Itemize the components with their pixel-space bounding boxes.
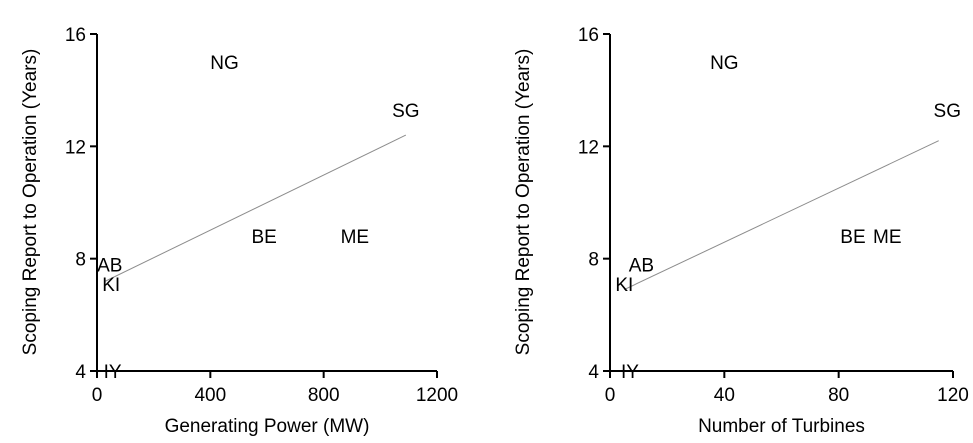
y-tick-label: 16 xyxy=(65,25,86,46)
x-tick-label: 800 xyxy=(308,385,340,406)
x-tick-label: 400 xyxy=(194,385,226,406)
x-tick-label: 40 xyxy=(714,385,735,406)
trend-line xyxy=(624,140,939,291)
y-tick-label: 4 xyxy=(75,362,86,383)
chart-panel-1: 4 8 12 16 0 400 800 1200 Generating Power (MW) Sc… xyxy=(20,25,458,437)
y-tick-label: 8 xyxy=(75,250,86,271)
point-label-sg: SG xyxy=(934,101,961,122)
point-label-ki: KI xyxy=(102,275,120,296)
chart-panel-2: 4 8 12 16 0 40 80 120 Number of Turbines Scoping … xyxy=(513,25,969,437)
x-tick-label: 0 xyxy=(92,385,103,406)
point-label-be: BE xyxy=(840,227,865,248)
point-label-ki: KI xyxy=(615,275,633,296)
point-label-ab: AB xyxy=(97,255,122,276)
y-tick-label: 12 xyxy=(578,137,599,158)
x-axis-title: Number of Turbines xyxy=(698,416,865,437)
point-label-me: ME xyxy=(873,227,902,248)
point-label-ng: NG xyxy=(710,53,739,74)
point-label-me: ME xyxy=(341,227,370,248)
point-label-be: BE xyxy=(251,227,276,248)
point-label-sg: SG xyxy=(392,101,419,122)
y-tick-label: 8 xyxy=(588,250,599,271)
x-tick-label: 1200 xyxy=(416,385,458,406)
trend-line xyxy=(105,134,407,282)
point-label-iy: IY xyxy=(621,362,639,383)
y-axis-title: Scoping Report to Operation (Years) xyxy=(513,49,534,356)
point-label-ng: NG xyxy=(210,53,239,74)
point-label-ab: AB xyxy=(629,255,654,276)
x-tick-label: 0 xyxy=(605,385,616,406)
y-tick-label: 16 xyxy=(578,25,599,46)
y-tick-label: 12 xyxy=(65,137,86,158)
point-label-iy: IY xyxy=(104,362,122,383)
x-tick-label: 80 xyxy=(828,385,849,406)
x-tick-label: 120 xyxy=(937,385,969,406)
x-axis-title: Generating Power (MW) xyxy=(165,416,370,437)
y-axis-title: Scoping Report to Operation (Years) xyxy=(20,49,41,356)
y-tick-label: 4 xyxy=(588,362,599,383)
